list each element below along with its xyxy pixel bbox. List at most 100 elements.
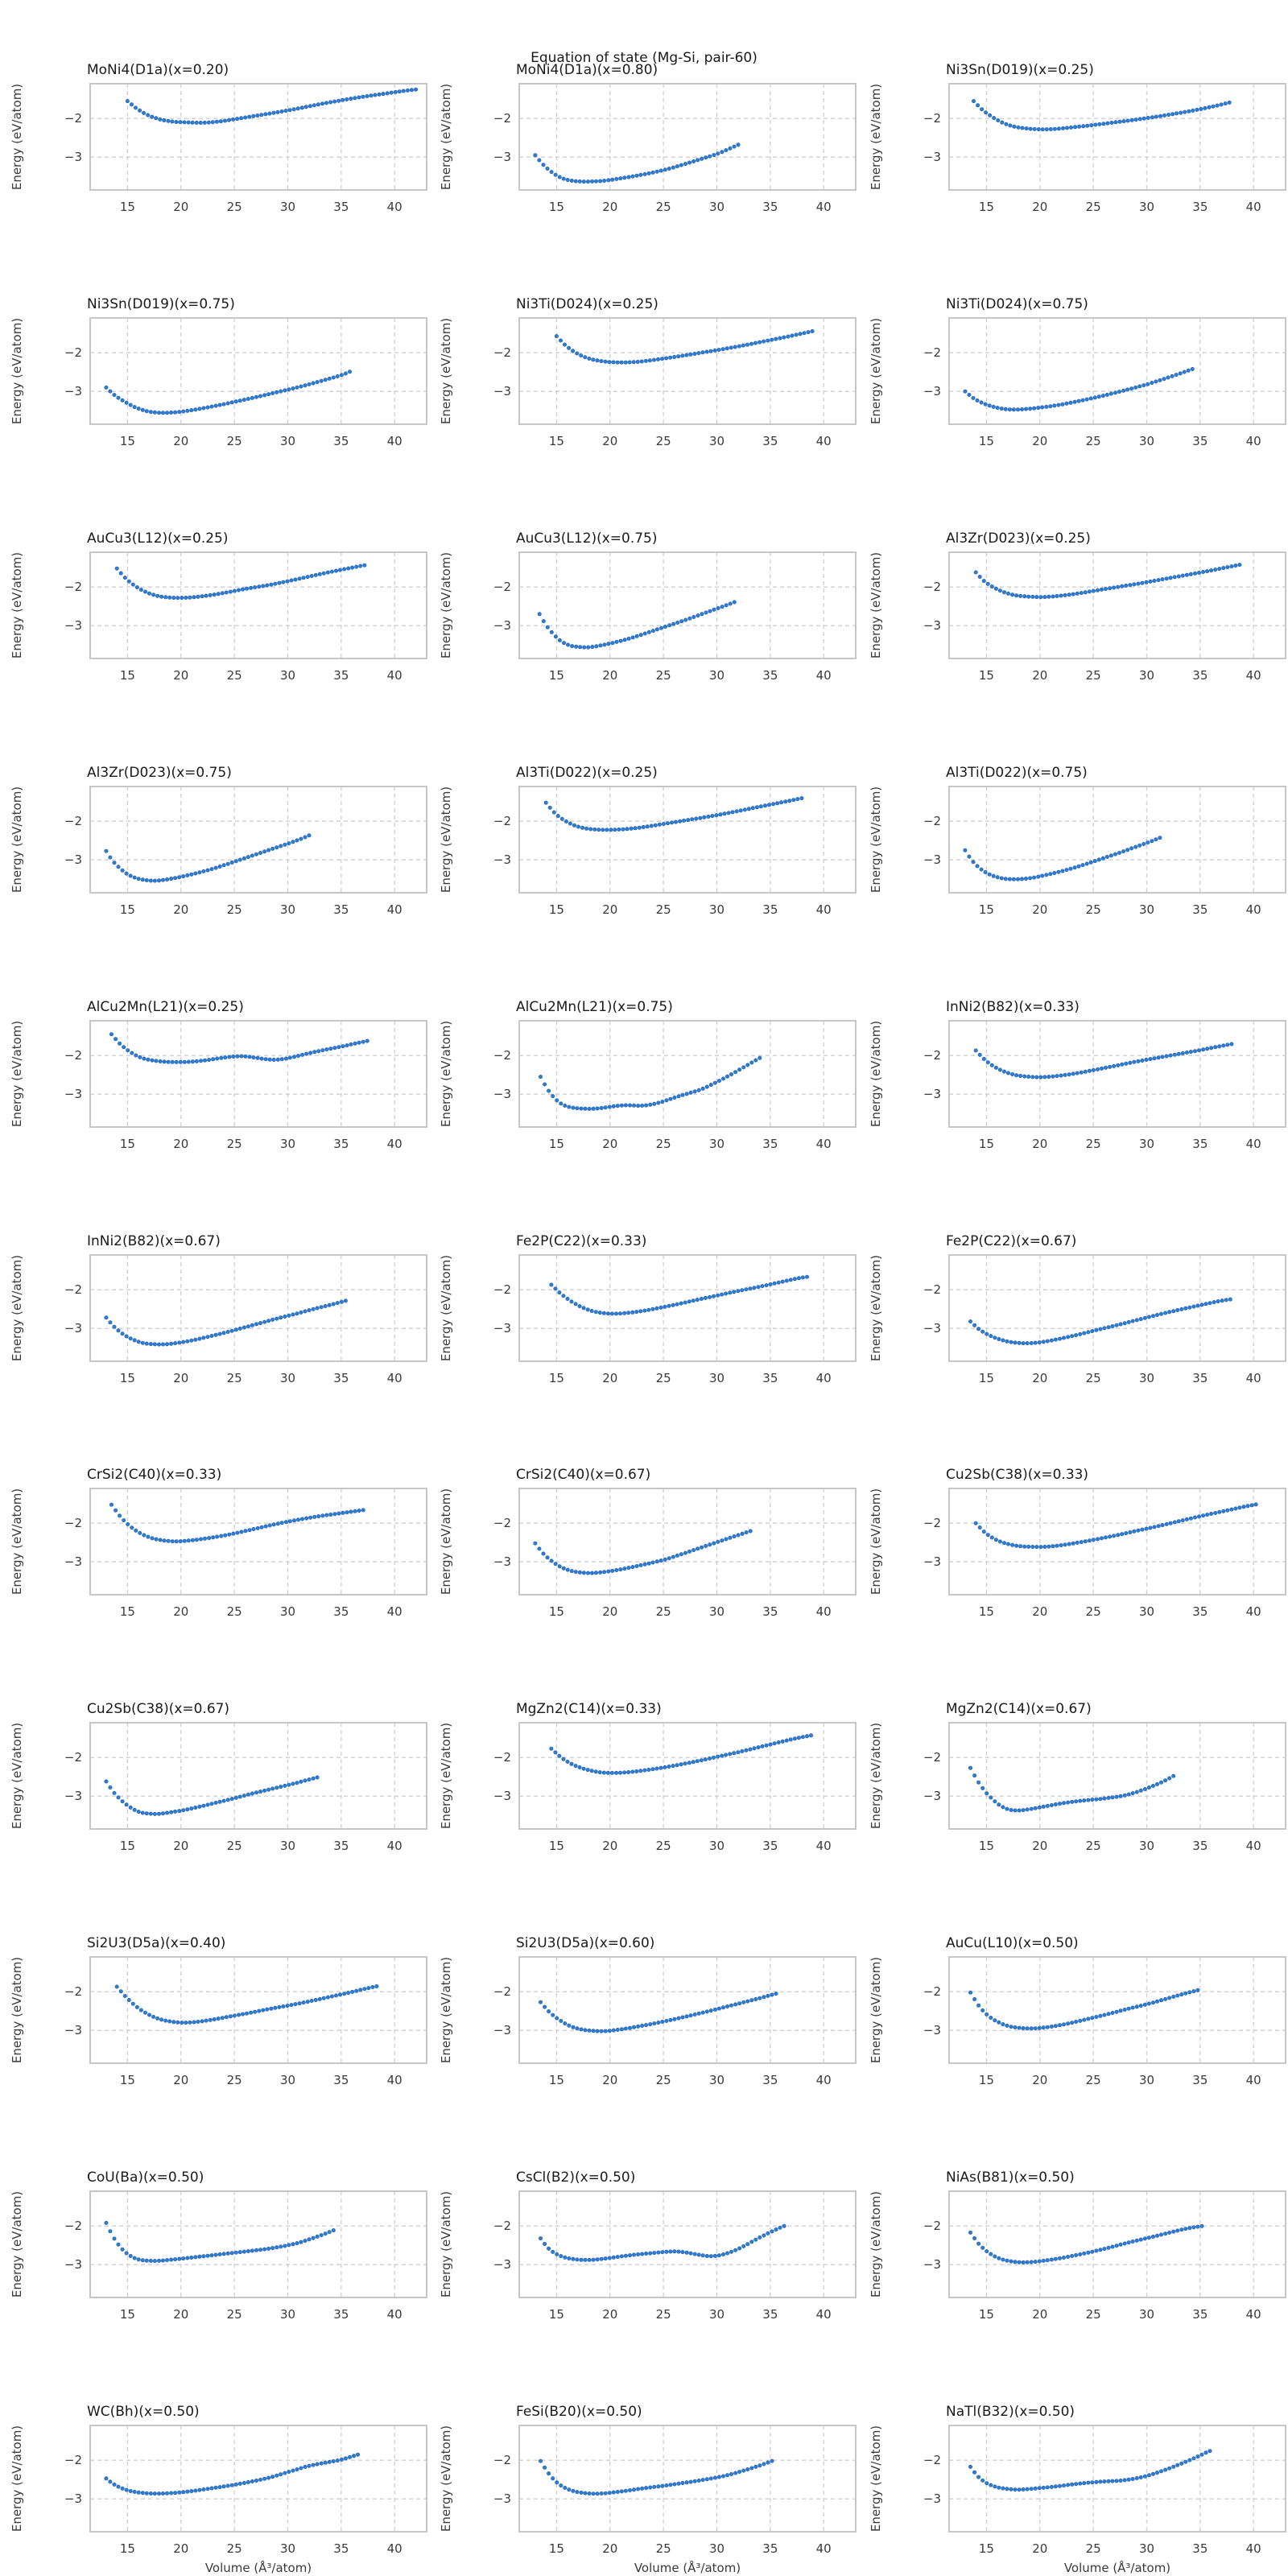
x-tick-label: 30 (280, 1371, 295, 1385)
data-point (116, 2484, 121, 2489)
data-point (266, 2475, 271, 2480)
data-point (1061, 1801, 1066, 1806)
data-point (150, 1536, 155, 1541)
data-point (1063, 592, 1067, 597)
data-point (612, 2255, 617, 2260)
data-point (1106, 2479, 1111, 2483)
data-point (1179, 1307, 1183, 1311)
data-point (112, 860, 117, 865)
data-point (287, 387, 291, 392)
data-point (108, 389, 113, 394)
data-point (622, 638, 627, 642)
data-point (104, 385, 109, 390)
data-point (1084, 397, 1089, 402)
y-tick-label: −2 (923, 111, 941, 126)
data-point (758, 1055, 762, 1060)
data-point (717, 1078, 722, 1083)
data-point (146, 1057, 151, 1062)
data-point (559, 2019, 564, 2024)
data-point (725, 1074, 730, 1079)
data-point (1110, 1323, 1115, 1328)
data-point (132, 1808, 137, 1813)
data-point (725, 346, 730, 351)
data-point (1079, 1070, 1084, 1075)
data-point (122, 1044, 126, 1049)
data-point (185, 1339, 190, 1344)
data-point (573, 1301, 578, 1306)
data-point (997, 1067, 1002, 1072)
data-point (600, 1105, 605, 1110)
data-point (1162, 2231, 1167, 2236)
data-point (721, 2005, 726, 2010)
data-point (1021, 1340, 1026, 1345)
data-point (595, 2257, 600, 2262)
data-point (632, 360, 637, 365)
y-axis-label: Energy (eV/atom) (439, 1957, 453, 2063)
data-point (608, 2029, 613, 2033)
data-point (749, 2466, 754, 2471)
data-point (1164, 1054, 1169, 1059)
data-point (620, 2254, 625, 2259)
data-point (1094, 2479, 1099, 2484)
data-point (1048, 126, 1053, 131)
data-point (196, 594, 200, 599)
x-tick-label: 25 (1085, 2541, 1100, 2556)
y-tick-label: −2 (923, 1984, 941, 1999)
data-point (231, 117, 236, 122)
data-point (616, 1103, 621, 1108)
data-point (679, 163, 684, 167)
y-tick-label: −2 (493, 1751, 511, 1765)
data-point (625, 827, 630, 832)
x-tick-label: 30 (1139, 2541, 1154, 2556)
data-point (1081, 1798, 1086, 1803)
data-point (701, 2253, 706, 2258)
data-point (188, 2021, 192, 2025)
data-point (700, 350, 705, 355)
data-point (648, 2485, 653, 2490)
data-point (214, 119, 219, 124)
x-tick-label: 20 (603, 1371, 618, 1385)
data-point (628, 1103, 633, 1108)
data-point (116, 1795, 121, 1800)
data-point (266, 2247, 271, 2252)
data-point (737, 2246, 742, 2251)
data-point (732, 1289, 737, 1294)
data-point (1088, 123, 1093, 128)
data-point (114, 1509, 118, 1513)
data-point (159, 2017, 164, 2022)
data-point (671, 165, 676, 170)
data-point (1249, 1503, 1254, 1508)
data-point (752, 1746, 757, 1751)
data-point (182, 120, 187, 125)
data-point (144, 2491, 149, 2496)
data-point (1126, 1319, 1131, 1324)
data-point (285, 579, 290, 584)
y-tick-label: −3 (493, 1321, 511, 1335)
data-point (762, 1995, 766, 2000)
x-tick-label: 15 (979, 2307, 994, 2322)
data-point (717, 2475, 722, 2479)
data-point (250, 395, 254, 400)
data-point (295, 1517, 300, 1522)
data-point (583, 2258, 588, 2263)
y-axis-label: Energy (eV/atom) (439, 84, 453, 190)
data-point (696, 158, 700, 163)
data-point (332, 99, 337, 104)
x-tick-label: 15 (979, 2541, 994, 2556)
data-point (712, 1542, 716, 1546)
data-point (316, 1514, 321, 1519)
data-point (671, 1764, 675, 1769)
data-point (664, 356, 669, 361)
x-tick-label: 15 (549, 200, 564, 214)
data-point (987, 403, 992, 408)
data-point (108, 2479, 113, 2484)
data-point (1223, 101, 1228, 106)
data-point (1131, 582, 1136, 587)
data-point (1183, 1306, 1187, 1311)
data-point (1041, 1339, 1046, 1344)
data-point (222, 118, 227, 123)
data-point (597, 827, 601, 832)
data-point (583, 1106, 588, 1111)
data-point (1063, 1542, 1067, 1547)
